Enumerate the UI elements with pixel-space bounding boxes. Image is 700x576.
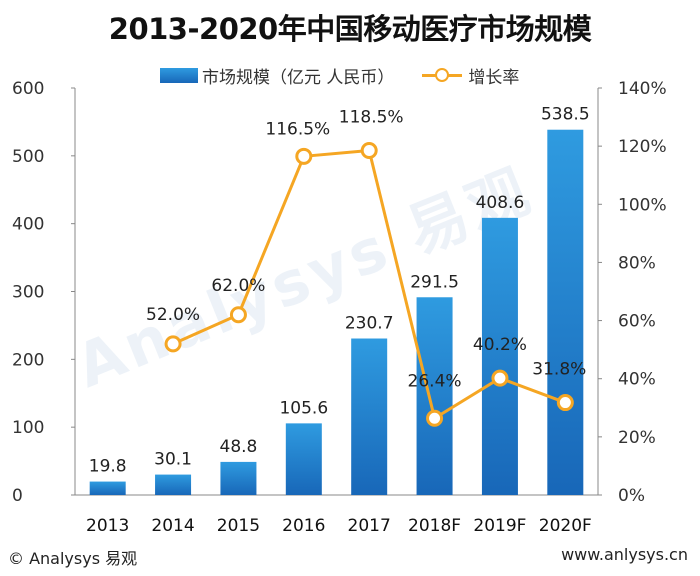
bar-value-label: 19.8 [89,457,127,477]
y-left-tick-label: 300 [12,283,44,303]
growth-point [229,306,247,324]
bar-value-label: 230.7 [345,314,394,334]
growth-value-label: 26.4% [408,371,462,391]
y-right-tick-label: 0% [618,486,645,506]
legend-line-label: 增长率 [468,67,520,88]
x-tick-label: 2016 [282,516,325,536]
x-tick-label: 2014 [151,516,194,536]
bar-value-label: 105.6 [279,398,328,418]
bar [481,217,518,495]
growth-point [556,394,574,412]
growth-point [360,142,378,160]
y-left-tick-label: 200 [12,350,44,370]
bar [416,297,453,495]
y-right-tick-label: 140% [618,79,667,99]
x-tick-label: 2015 [217,516,260,536]
x-tick-label: 2018F [408,516,461,536]
legend-bar-label: 市场规模（亿元 人民币） [202,67,395,88]
bar [155,474,192,495]
legend-line-swatch [422,67,463,83]
growth-point [295,147,313,165]
bar-value-label: 30.1 [154,450,192,470]
y-right-tick-label: 60% [618,312,656,332]
legend-bar-swatch [160,67,198,83]
growth-value-label: 116.5% [265,119,330,139]
y-right-tick-label: 100% [618,195,667,215]
legend: 市场规模（亿元 人民币） 增长率 [160,62,519,88]
bar-value-label: 408.6 [476,193,525,213]
growth-point [164,335,182,353]
growth-point [426,409,444,427]
growth-value-label: 118.5% [339,108,404,128]
y-left-tick-label: 500 [12,147,44,167]
growth-value-label: 62.0% [211,276,265,296]
y-left-tick-label: 400 [12,215,44,235]
x-tick-label: 2019F [473,516,526,536]
footer-url: www.anlysys.cn [561,545,688,564]
y-left-tick-label: 0 [12,486,23,506]
y-right-tick-label: 80% [618,253,656,273]
bar [547,129,584,495]
x-tick-label: 2017 [348,516,391,536]
x-tick-label: 2013 [86,516,129,536]
y-right-tick-label: 20% [618,428,656,448]
footer-copyright: © Analysys 易观 [8,549,138,568]
bar [285,423,322,495]
growth-value-label: 40.2% [473,335,527,355]
bar [220,461,257,495]
growth-point [491,369,509,387]
growth-value-label: 31.8% [532,360,586,380]
y-left-tick-label: 100 [12,418,44,438]
bar [351,338,388,495]
growth-value-label: 52.0% [146,305,200,325]
y-left-tick-label: 600 [12,79,44,99]
bar-value-label: 48.8 [220,437,258,457]
y-right-tick-label: 120% [618,137,667,157]
bar-value-label: 538.5 [541,105,590,125]
bar-value-label: 291.5 [410,272,459,292]
chart-title: 2013-2020年中国移动医疗市场规模 [108,12,592,46]
bar [89,481,126,495]
x-tick-label: 2020F [539,516,592,536]
y-right-tick-label: 40% [618,370,656,390]
